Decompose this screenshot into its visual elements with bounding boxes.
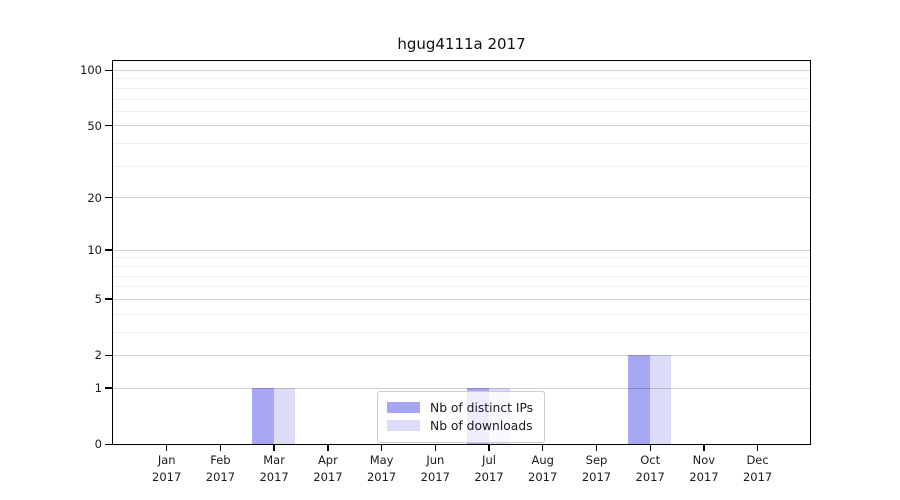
x-tick-jun — [434, 444, 436, 451]
legend-item-distinct-ips: Nb of distinct IPs — [387, 399, 535, 416]
x-label-year: 2017 — [259, 470, 289, 484]
x-label-year: 2017 — [420, 470, 450, 484]
y-tick-5 — [105, 298, 112, 300]
x-tick-label-dec: Dec 2017 — [730, 452, 786, 486]
x-tick-label-mar: Mar 2017 — [246, 452, 302, 486]
x-tick-label-apr: Apr 2017 — [300, 452, 356, 486]
bar-downloads-oct — [649, 354, 672, 444]
x-label-year: 2017 — [474, 470, 504, 484]
x-label-year: 2017 — [742, 470, 773, 484]
x-tick-label-jul: Jul 2017 — [461, 452, 517, 486]
y-tick-label-0: 0 — [94, 437, 102, 452]
x-tick-label-feb: Feb 2017 — [192, 452, 248, 486]
y-tick-label-20: 20 — [87, 190, 102, 205]
x-tick-label-sep: Sep 2017 — [569, 452, 625, 486]
x-label-year: 2017 — [152, 470, 182, 484]
x-tick-label-jun: Jun 2017 — [407, 452, 463, 486]
plot-area: Nb of distinct IPs Nb of downloads — [112, 60, 811, 445]
bars-layer — [113, 61, 810, 444]
x-label-year: 2017 — [528, 470, 558, 484]
x-label-year: 2017 — [205, 470, 236, 484]
bar-distinct-ips-mar — [252, 387, 274, 444]
y-tick-label-50: 50 — [87, 118, 102, 133]
x-tick-label-oct: Oct 2017 — [622, 452, 678, 486]
x-label-month: Aug — [531, 453, 554, 467]
x-tick-label-jan: Jan 2017 — [139, 452, 195, 486]
x-label-month: Jan — [157, 453, 176, 467]
x-tick-label-may: May 2017 — [354, 452, 410, 486]
legend: Nb of distinct IPs Nb of downloads — [377, 391, 545, 443]
x-tick-jul — [488, 444, 490, 451]
x-tick-oct — [649, 444, 651, 451]
x-tick-label-nov: Nov 2017 — [676, 452, 732, 486]
x-tick-dec — [756, 444, 759, 451]
x-tick-label-aug: Aug 2017 — [515, 452, 571, 486]
x-label-month: Dec — [746, 453, 769, 467]
y-tick-100 — [105, 69, 112, 71]
x-label-month: Feb — [210, 453, 231, 467]
x-label-year: 2017 — [366, 470, 397, 484]
legend-swatch-downloads — [387, 420, 420, 431]
chart-title: hgug4111a 2017 — [397, 35, 526, 53]
x-label-month: Apr — [317, 453, 338, 467]
y-tick-2 — [105, 354, 112, 356]
y-tick-label-2: 2 — [94, 348, 102, 363]
y-tick-0 — [105, 443, 112, 445]
x-label-year: 2017 — [635, 470, 665, 484]
x-label-month: Nov — [692, 453, 716, 467]
x-tick-apr — [327, 444, 329, 451]
x-label-month: Jul — [482, 453, 496, 467]
x-label-month: May — [369, 453, 394, 467]
y-tick-label-5: 5 — [94, 292, 102, 306]
y-tick-20 — [105, 196, 112, 199]
legend-swatch-distinct-ips — [387, 402, 420, 413]
bar-downloads-mar — [273, 387, 296, 444]
x-tick-nov — [703, 444, 705, 451]
x-label-month: Jun — [426, 453, 445, 467]
legend-item-downloads: Nb of downloads — [387, 417, 535, 434]
y-tick-label-1: 1 — [94, 381, 102, 395]
y-tick-label-100: 100 — [80, 63, 102, 78]
legend-label-downloads: Nb of downloads — [430, 418, 533, 433]
y-tick-label-10: 10 — [87, 242, 102, 257]
x-label-month: Mar — [263, 453, 285, 467]
y-tick-1 — [105, 387, 112, 389]
x-tick-feb — [219, 444, 222, 451]
y-tick-10 — [105, 249, 112, 251]
x-tick-may — [380, 444, 383, 451]
bar-distinct-ips-oct — [628, 354, 650, 444]
y-tick-50 — [105, 124, 112, 127]
x-tick-mar — [273, 444, 275, 451]
x-label-year: 2017 — [581, 470, 612, 484]
x-tick-jan — [166, 444, 168, 451]
x-label-year: 2017 — [313, 470, 343, 484]
legend-label-distinct-ips: Nb of distinct IPs — [430, 400, 534, 415]
x-label-year: 2017 — [689, 470, 719, 484]
x-label-month: Oct — [640, 453, 661, 467]
x-tick-sep — [595, 444, 598, 451]
x-tick-aug — [542, 444, 544, 451]
x-label-month: Sep — [585, 453, 608, 467]
